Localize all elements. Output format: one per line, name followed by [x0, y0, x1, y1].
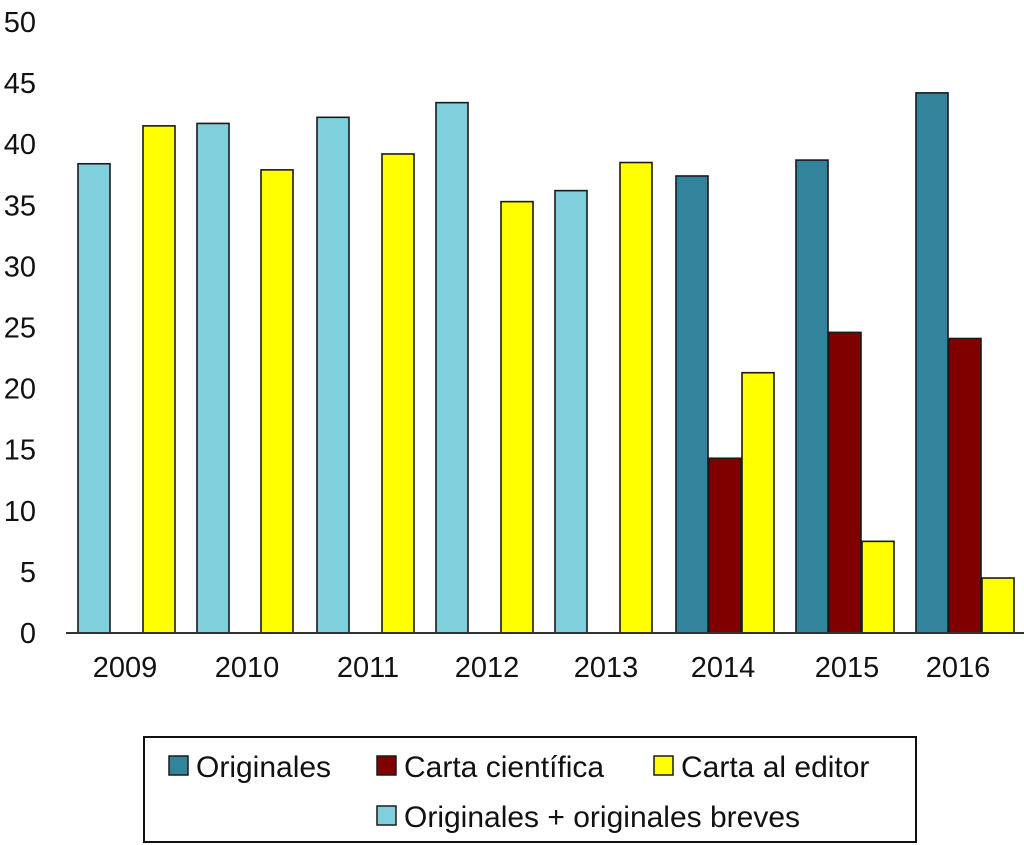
bar-carta-al-editor-2010 — [260, 169, 294, 634]
bar-carta-cient-fica-2014 — [708, 457, 742, 634]
x-tick-label: 2012 — [455, 652, 520, 684]
legend-box — [143, 736, 917, 843]
y-tick-label: 40 — [4, 129, 36, 161]
y-tick-label: 50 — [4, 7, 36, 39]
legend-swatch — [376, 755, 397, 776]
legend-swatch — [376, 805, 397, 826]
bar-carta-al-editor-2014 — [741, 371, 775, 634]
y-tick-label: 25 — [4, 313, 36, 345]
bar-originales-2014 — [675, 175, 709, 634]
bar-carta-al-editor-2015 — [861, 540, 895, 634]
x-tick-label: 2014 — [691, 652, 756, 684]
x-tick-label: 2009 — [93, 652, 158, 684]
legend-swatch — [653, 755, 674, 776]
x-tick-label: 2013 — [574, 652, 639, 684]
bar-carta-al-editor-2013 — [619, 161, 653, 634]
bar-originales-originales-breves-2013 — [554, 189, 588, 634]
y-axis-ticks: 0 5 10 15 20 25 30 35 40 45 50 — [4, 7, 36, 650]
bars — [77, 92, 1015, 634]
bar-carta-cient-fica-2015 — [828, 331, 862, 634]
legend-swatch — [168, 755, 189, 776]
bar-originales-originales-breves-2009 — [77, 162, 111, 634]
legend-label: Carta al editor — [681, 751, 869, 784]
bar-carta-al-editor-2012 — [500, 200, 534, 634]
x-tick-label: 2010 — [215, 652, 280, 684]
y-tick-label: 20 — [4, 374, 36, 406]
y-tick-label: 35 — [4, 190, 36, 222]
legend-label: Originales — [196, 751, 331, 784]
bar-originales-originales-breves-2010 — [196, 122, 230, 634]
bar-originales-originales-breves-2011 — [316, 116, 350, 634]
bar-carta-al-editor-2016 — [981, 577, 1015, 634]
bar-originales-2016 — [915, 92, 949, 634]
x-tick-label: 2011 — [337, 652, 399, 684]
bar-carta-al-editor-2009 — [142, 125, 176, 634]
bar-originales-2015 — [795, 159, 829, 634]
y-tick-label: 30 — [4, 251, 36, 283]
bar-originales-originales-breves-2012 — [435, 101, 469, 634]
y-tick-label: 15 — [4, 435, 36, 467]
y-tick-label: 5 — [20, 557, 36, 589]
legend-label: Originales + originales breves — [404, 801, 800, 834]
x-tick-label: 2016 — [926, 652, 991, 684]
legend: Originales Carta científica Carta al edito… — [143, 736, 917, 843]
x-tick-label: 2015 — [815, 652, 880, 684]
legend-label: Carta científica — [404, 751, 604, 784]
bar-carta-cient-fica-2016 — [948, 337, 982, 634]
bar-carta-al-editor-2011 — [381, 153, 415, 634]
y-tick-label: 0 — [20, 618, 36, 650]
x-axis-labels: 2009 2010 2011 2012 2013 2014 2015 2016 — [93, 652, 991, 684]
y-tick-label: 45 — [4, 68, 36, 100]
y-tick-label: 10 — [4, 496, 36, 528]
